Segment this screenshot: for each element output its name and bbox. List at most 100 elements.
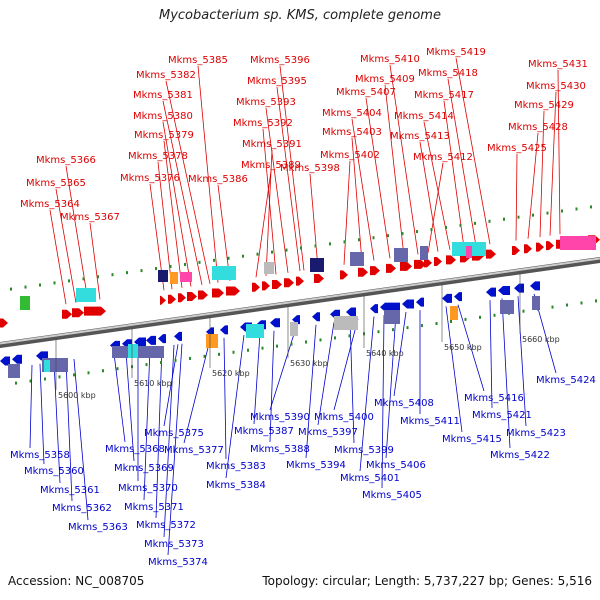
reverse-gene-label: Mkms_5388 <box>250 444 310 455</box>
forward-gene-arrow <box>524 244 532 254</box>
reverse-gene-arrow <box>442 293 452 303</box>
gene-block <box>206 334 218 348</box>
reverse-gene-label: Mkms_5422 <box>490 450 550 461</box>
tick-mark <box>24 285 27 289</box>
reverse-gene-label: Mkms_5390 <box>250 412 310 423</box>
forward-connector <box>163 140 183 288</box>
forward-connector <box>351 118 375 261</box>
tick-mark <box>213 258 215 262</box>
tick-mark <box>73 373 75 377</box>
backbone-shadow <box>0 257 600 348</box>
reverse-connector <box>317 322 335 426</box>
forward-gene-arrow <box>386 263 396 273</box>
reverse-gene-label: Mkms_5387 <box>234 426 294 437</box>
tick-mark <box>155 267 157 271</box>
reverse-connector <box>269 330 275 443</box>
forward-gene-label: Mkms_5418 <box>418 68 478 79</box>
forward-gene-label: Mkms_5382 <box>136 70 196 81</box>
forward-connector <box>419 141 439 252</box>
forward-gene-arrow <box>198 290 208 300</box>
forward-connector <box>279 65 305 271</box>
reverse-gene-label: Mkms_5363 <box>68 522 128 533</box>
tick-mark <box>435 322 438 326</box>
tick-mark <box>401 232 404 236</box>
tick-mark <box>126 271 128 275</box>
forward-gene-label: Mkms_5386 <box>188 174 248 185</box>
tick-mark <box>276 344 278 348</box>
reverse-gene-label: Mkms_5384 <box>206 480 266 491</box>
tick-mark <box>546 211 549 215</box>
gene-block <box>128 344 138 358</box>
reverse-gene-label: Mkms_5383 <box>206 461 266 472</box>
tick-mark <box>430 228 433 232</box>
forward-gene-arrow <box>62 309 72 319</box>
tick-mark <box>392 328 394 332</box>
forward-gene-label: Mkms_5367 <box>60 212 120 223</box>
tick-mark <box>242 254 244 258</box>
reverse-gene-label: Mkms_5405 <box>362 490 422 501</box>
tick-mark <box>445 225 447 229</box>
forward-connector <box>515 153 518 241</box>
forward-connector <box>49 209 67 305</box>
forward-gene-arrow <box>226 286 240 296</box>
tick-mark <box>87 371 90 375</box>
forward-connector <box>162 121 192 287</box>
tick-mark <box>532 213 534 217</box>
forward-gene-label: Mkms_5425 <box>487 143 547 154</box>
forward-gene-label: Mkms_5365 <box>26 178 86 189</box>
gene-block <box>170 272 178 284</box>
tick-mark <box>416 230 418 234</box>
reverse-gene-arrow <box>416 297 424 307</box>
forward-gene-arrow <box>340 270 348 280</box>
reverse-connector <box>269 327 297 411</box>
reverse-connector <box>29 365 33 449</box>
tick-mark <box>15 381 17 385</box>
tick-mark <box>218 352 220 356</box>
tick-mark <box>566 303 568 307</box>
tick-mark <box>53 281 56 285</box>
genome-backbone-layer <box>0 257 600 348</box>
forward-gene-arrow <box>262 281 270 291</box>
reverse-gene-label: Mkms_5394 <box>286 460 346 471</box>
gene-block <box>20 296 30 310</box>
gene-block <box>264 262 274 274</box>
gene-block <box>76 288 96 302</box>
tick-mark <box>503 217 505 221</box>
tick-mark <box>285 248 288 252</box>
reverse-gene-arrow <box>486 287 496 297</box>
forward-gene-label: Mkms_5391 <box>242 139 302 150</box>
forward-connector <box>351 137 363 263</box>
tick-mark <box>145 363 148 367</box>
tick-mark <box>488 219 491 223</box>
reverse-connector <box>333 318 359 411</box>
tick-mark <box>343 240 346 244</box>
forward-connector <box>365 97 391 259</box>
gene-block <box>350 252 364 266</box>
forward-gene-label: Mkms_5428 <box>508 122 568 133</box>
tick-mark <box>68 279 70 283</box>
tick-mark <box>517 215 520 219</box>
forward-gene-arrow <box>72 308 84 318</box>
reverse-gene-label: Mkms_5411 <box>400 416 460 427</box>
tick-mark <box>474 221 476 225</box>
tick-mark <box>590 205 592 209</box>
reverse-gene-label: Mkms_5375 <box>144 428 204 439</box>
forward-connector <box>539 110 545 238</box>
tick-mark <box>329 242 331 246</box>
reverse-gene-label: Mkms_5374 <box>148 557 208 568</box>
forward-gene-arrow <box>178 293 186 303</box>
tick-mark <box>522 309 525 313</box>
forward-gene-label: Mkms_5379 <box>134 130 194 141</box>
reverse-gene-label: Mkms_5371 <box>124 502 184 513</box>
forward-gene-arrow <box>252 282 260 292</box>
forward-gene-arrow <box>486 249 496 259</box>
tick-mark <box>160 361 162 365</box>
accession-text: Accession: NC_008705 <box>8 574 145 588</box>
tick-mark <box>271 250 273 254</box>
forward-gene-label: Mkms_5414 <box>394 111 454 122</box>
tick-mark <box>290 342 293 346</box>
forward-gene-arrow <box>446 255 456 265</box>
reverse-connector <box>457 304 485 392</box>
gene-block <box>450 306 458 320</box>
